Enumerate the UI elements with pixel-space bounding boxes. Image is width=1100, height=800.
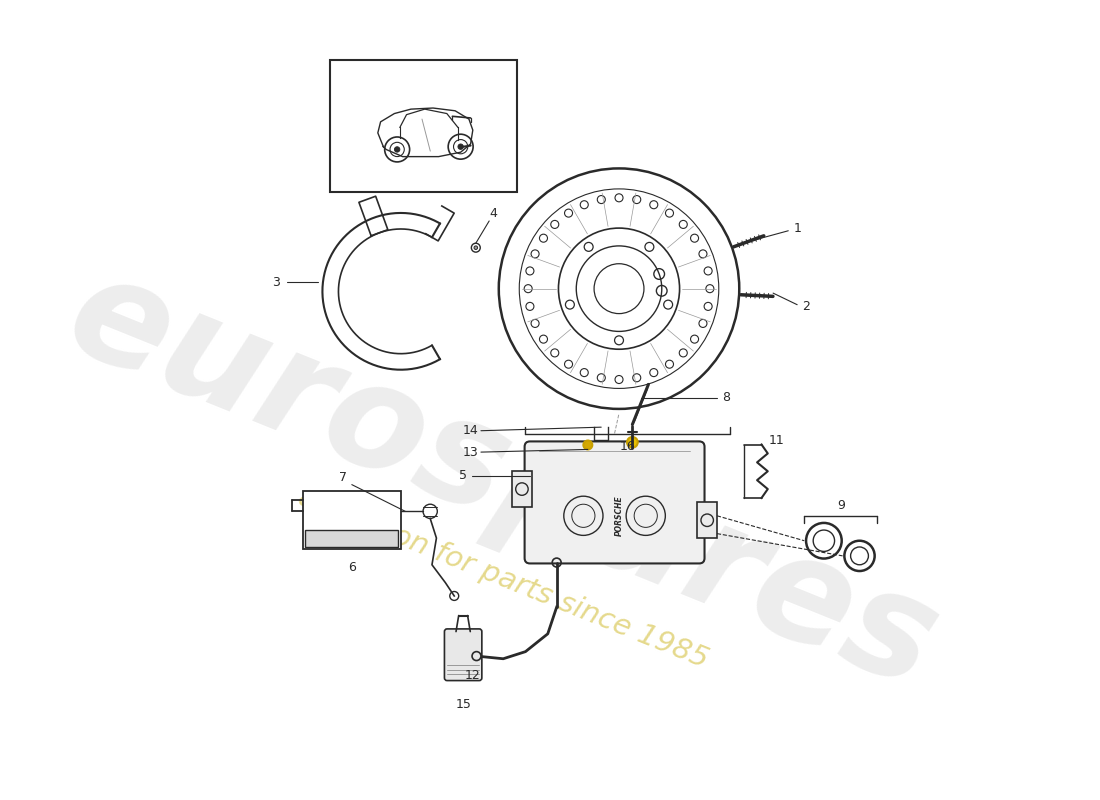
Text: 11: 11 <box>769 434 784 446</box>
Circle shape <box>627 437 638 448</box>
FancyBboxPatch shape <box>444 629 482 681</box>
Text: 16: 16 <box>620 440 636 453</box>
Text: 8: 8 <box>722 391 730 404</box>
Text: 1: 1 <box>793 222 801 235</box>
Bar <box>697 502 717 538</box>
Text: 4: 4 <box>490 207 497 220</box>
Text: 15: 15 <box>455 698 471 711</box>
Circle shape <box>458 144 463 150</box>
Text: a passion for parts since 1985: a passion for parts since 1985 <box>294 482 713 674</box>
Text: 9: 9 <box>837 498 845 512</box>
Text: 13: 13 <box>462 446 478 458</box>
Text: 2: 2 <box>802 300 810 313</box>
Text: PORSCHE: PORSCHE <box>615 495 624 536</box>
Text: 6: 6 <box>348 561 355 574</box>
Text: 7: 7 <box>339 471 346 484</box>
Text: 12: 12 <box>464 669 480 682</box>
Bar <box>330 60 517 191</box>
Circle shape <box>474 246 477 250</box>
Circle shape <box>395 146 399 152</box>
Text: 3: 3 <box>272 276 280 289</box>
Text: eurospares: eurospares <box>50 242 957 718</box>
Circle shape <box>583 441 592 450</box>
Bar <box>306 530 398 547</box>
Text: 5: 5 <box>459 470 468 482</box>
Text: 14: 14 <box>462 424 478 438</box>
Bar <box>302 491 400 549</box>
Bar <box>513 471 531 507</box>
FancyBboxPatch shape <box>525 442 704 563</box>
